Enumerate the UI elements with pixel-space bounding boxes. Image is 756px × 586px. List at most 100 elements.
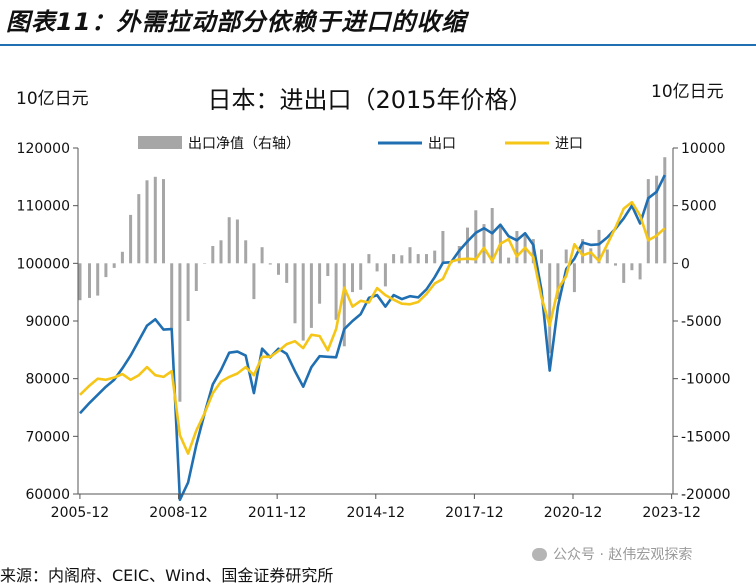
legend-export-label: 出口 xyxy=(428,136,456,152)
right-axis-unit: 10亿日元 xyxy=(651,82,724,102)
x-tick-label: 2023-12 xyxy=(642,505,701,521)
x-tick-label: 2005-12 xyxy=(51,505,110,521)
left-axis-unit: 10亿日元 xyxy=(16,89,89,109)
x-tick-label: 2020-12 xyxy=(544,505,603,521)
wechat-icon xyxy=(532,548,547,561)
net-export-bar xyxy=(416,254,420,264)
right-tick-label: 0 xyxy=(681,256,690,272)
source-note: 来源：内阁府、CEIC、Wind、国金证券研究所 xyxy=(0,566,334,585)
legend-net-swatch xyxy=(138,136,182,149)
net-export-bar xyxy=(556,263,560,300)
net-export-bar xyxy=(367,254,371,264)
net-export-bar xyxy=(482,224,486,264)
net-export-bar xyxy=(425,254,428,264)
net-export-bar xyxy=(630,263,634,271)
right-tick-label: -5000 xyxy=(681,314,722,330)
net-export-bar xyxy=(663,157,667,264)
right-tick-label: -15000 xyxy=(681,429,731,445)
right-tick-label: -20000 xyxy=(681,487,731,503)
net-export-bar xyxy=(334,263,338,320)
net-export-bar xyxy=(572,263,576,293)
net-export-bar xyxy=(78,263,82,301)
net-export-bar xyxy=(268,263,272,265)
series-lines xyxy=(79,174,666,502)
net-export-bar xyxy=(170,263,174,329)
right-tick-label: 10000 xyxy=(681,141,726,157)
net-export-bar xyxy=(203,263,207,264)
left-tick-label: 80000 xyxy=(25,372,70,388)
net-export-bar xyxy=(227,217,231,264)
legend-net-label: 出口净值（右轴） xyxy=(188,136,300,152)
axes: 60000700008000090000100000110000120000-2… xyxy=(17,141,731,521)
net-export-bar xyxy=(178,263,182,402)
net-export-bar xyxy=(162,179,165,264)
net-export-bar xyxy=(655,175,659,264)
left-tick-label: 110000 xyxy=(17,199,70,215)
watermark-text: 公众号 · 赵伟宏观探索 xyxy=(553,547,693,563)
net-export-bar xyxy=(400,255,404,264)
net-export-bar xyxy=(285,263,289,283)
x-tick-label: 2011-12 xyxy=(248,505,307,521)
net-export-bar xyxy=(277,263,280,275)
net-export-bar xyxy=(318,263,322,304)
left-tick-label: 60000 xyxy=(25,487,70,503)
export-line xyxy=(79,174,666,502)
net-export-bar xyxy=(466,227,469,264)
left-tick-label: 70000 xyxy=(25,429,70,445)
net-export-bar xyxy=(219,240,223,264)
net-export-bars xyxy=(78,157,667,402)
left-tick-label: 120000 xyxy=(17,141,70,157)
net-export-bar xyxy=(622,263,626,283)
net-export-bar xyxy=(88,263,91,298)
net-export-bar xyxy=(260,247,264,264)
net-export-bar xyxy=(112,263,116,268)
net-export-bar xyxy=(301,263,305,341)
net-export-bar xyxy=(474,210,478,264)
legend: 出口净值（右轴） 出口 进口 xyxy=(138,136,583,152)
net-export-bar xyxy=(589,248,593,264)
net-export-bar xyxy=(441,231,445,264)
net-export-bar xyxy=(120,251,124,264)
net-export-bar xyxy=(351,263,354,293)
net-export-bar xyxy=(507,257,511,264)
net-export-bar xyxy=(129,214,133,264)
x-tick-label: 2008-12 xyxy=(149,505,208,521)
net-export-bar xyxy=(375,263,379,272)
net-export-bar xyxy=(186,263,190,321)
net-export-bar xyxy=(342,263,346,347)
import-line xyxy=(79,200,666,455)
net-export-bar xyxy=(104,263,108,278)
net-export-bar xyxy=(293,263,297,324)
net-export-bar xyxy=(145,180,149,264)
right-tick-label: 5000 xyxy=(681,199,717,215)
net-export-bar xyxy=(564,249,568,264)
right-tick-label: -10000 xyxy=(681,372,731,388)
net-export-bar xyxy=(326,263,330,276)
net-export-bar xyxy=(490,208,494,264)
net-export-bar xyxy=(235,219,239,264)
x-tick-label: 2014-12 xyxy=(347,505,406,521)
net-export-bar xyxy=(457,246,461,264)
net-export-bar xyxy=(614,263,617,266)
net-export-bar xyxy=(309,263,313,328)
net-export-bar xyxy=(96,263,100,296)
net-export-bar xyxy=(211,246,215,264)
left-tick-label: 100000 xyxy=(17,256,70,272)
figure-title: 图表11：外需拉动部分依赖于进口的收缩 xyxy=(6,8,467,36)
net-export-bar xyxy=(581,239,585,264)
x-tick-label: 2017-12 xyxy=(445,505,504,521)
net-export-bar xyxy=(638,263,642,280)
net-export-bar xyxy=(252,263,256,300)
left-tick-label: 90000 xyxy=(25,314,70,330)
net-export-bar xyxy=(383,263,387,287)
net-export-bar xyxy=(540,249,543,264)
net-export-bar xyxy=(392,254,396,264)
net-export-bar xyxy=(359,263,363,290)
legend-import-label: 进口 xyxy=(555,136,583,152)
watermark: 公众号 · 赵伟宏观探索 xyxy=(532,544,692,564)
net-export-bar xyxy=(605,249,609,264)
net-export-bar xyxy=(194,263,198,291)
net-export-bar xyxy=(548,263,552,354)
title-rule xyxy=(0,44,756,46)
